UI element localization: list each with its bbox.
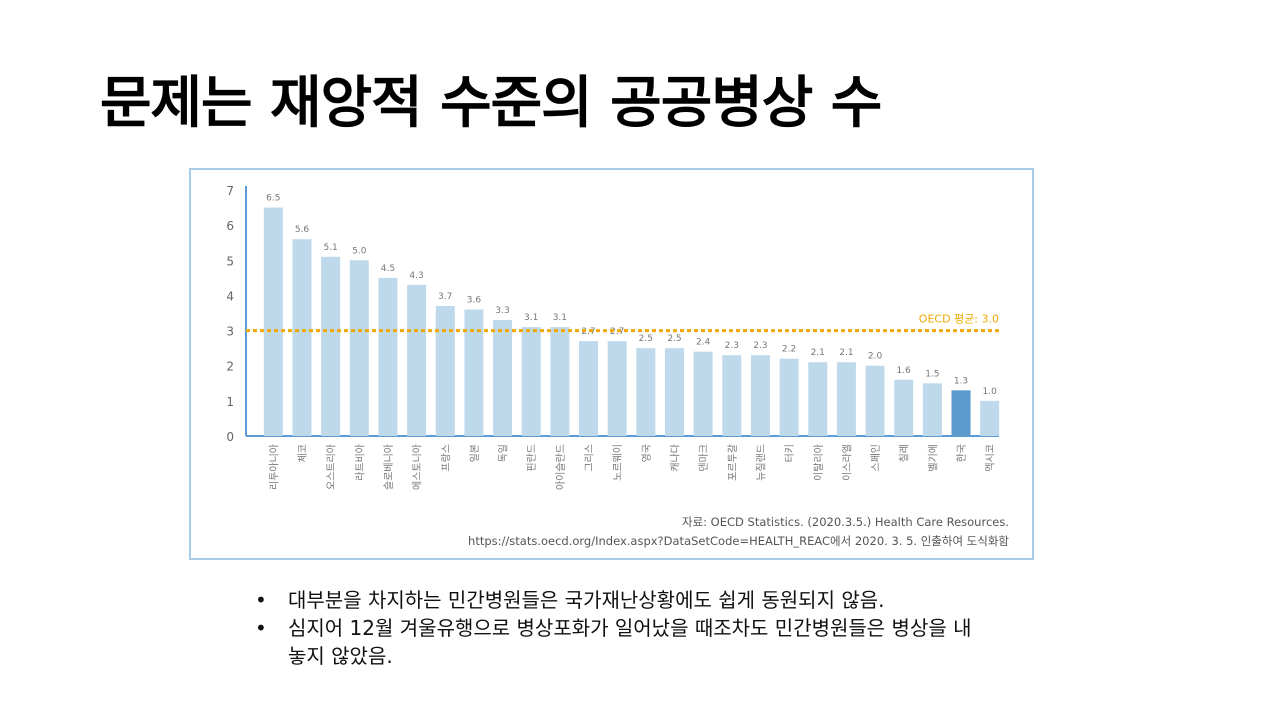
y-tick-label: 3	[226, 325, 234, 339]
bar	[435, 305, 455, 436]
x-tick-label: 리투아니아	[268, 444, 280, 490]
y-tick-label: 4	[226, 289, 234, 303]
data-label: 2.7	[610, 327, 624, 337]
data-label: 5.1	[323, 243, 337, 253]
x-tick-label: 라트비아	[354, 444, 366, 481]
data-label: 1.0	[983, 387, 998, 397]
data-label: 2.0	[868, 352, 883, 362]
bar	[579, 341, 599, 436]
x-tick-label: 터키	[784, 444, 796, 462]
slide-title: 문제는 재앙적 수준의 공공병상 수	[100, 71, 882, 136]
x-tick-label: 스페인	[870, 444, 882, 472]
bar	[607, 341, 627, 436]
x-tick-label: 오스트리아	[326, 444, 338, 490]
bar	[664, 348, 684, 436]
bullet-marker: •	[255, 588, 267, 612]
data-label: 1.6	[897, 366, 912, 376]
data-label: 2.3	[753, 341, 767, 351]
bar	[779, 358, 799, 436]
bullet-marker: •	[255, 616, 267, 640]
x-tick-label: 영국	[641, 444, 653, 462]
bar	[865, 365, 885, 436]
bar	[493, 320, 513, 436]
bar	[922, 383, 942, 436]
x-tick-label: 포르투갈	[726, 444, 739, 481]
bar-chart: 0 1 2 3 4 5 6 7 6.5 리투아니아 5.6 체코 5.1 오스트리아 5.0 라트비아 4.5 슬…	[226, 184, 1009, 548]
x-tick-label: 슬로베니아	[383, 444, 395, 490]
bar	[750, 355, 770, 436]
bullet-list: • 대부분을 차지하는 민간병원들은 국가재난상황에도 쉽게 동원되지 않음. …	[255, 586, 975, 670]
x-tick-label: 한국	[956, 444, 968, 462]
data-label: 3.3	[495, 306, 509, 316]
bullet-item: • 대부분을 차지하는 민간병원들은 국가재난상황에도 쉽게 동원되지 않음.	[255, 586, 975, 614]
data-label: 2.7	[581, 327, 595, 337]
data-label: 2.3	[725, 341, 739, 351]
bar	[550, 327, 570, 436]
x-tick-label: 이스라엘	[840, 444, 853, 481]
oecd-average-label: OECD 평균: 3.0	[919, 313, 999, 326]
data-label: 3.1	[524, 313, 538, 323]
bar	[349, 260, 369, 436]
bar	[263, 207, 283, 436]
bar	[636, 348, 656, 436]
bar	[951, 390, 971, 436]
x-tick-label: 덴마크	[698, 444, 710, 472]
bar	[521, 327, 541, 436]
data-label: 4.5	[381, 264, 395, 274]
bar	[292, 239, 312, 436]
data-label: 5.6	[295, 225, 310, 235]
y-tick-label: 7	[226, 184, 234, 198]
x-tick-label: 프랑스	[440, 444, 452, 472]
data-label: 2.1	[811, 348, 825, 358]
x-tick-label: 체코	[297, 444, 309, 462]
chart-frame: 0 1 2 3 4 5 6 7 6.5 리투아니아 5.6 체코 5.1 오스트리아 5.0 라트비아 4.5 슬…	[189, 168, 1034, 560]
x-tick-label: 아이슬란드	[555, 444, 567, 490]
source-note: https://stats.oecd.org/Index.aspx?DataSe…	[468, 534, 1009, 548]
bullet-text: 대부분을 차지하는 민간병원들은 국가재난상황에도 쉽게 동원되지 않음.	[288, 588, 885, 612]
y-tick-label: 0	[226, 430, 234, 444]
data-label: 2.4	[696, 338, 711, 348]
x-tick-label: 이탈리아	[812, 444, 825, 481]
x-tick-label: 칠레	[899, 444, 911, 462]
x-tick-label: 핀란드	[526, 444, 538, 472]
x-tick-label: 뉴질랜드	[755, 444, 767, 481]
x-tick-label: 그리스	[584, 444, 596, 472]
bullet-text: 심지어 12월 겨울유행으로 병상포화가 일어났을 때조차도 민간병원들은 병상…	[288, 616, 972, 668]
data-label: 3.1	[553, 313, 567, 323]
x-tick-label: 노르웨이	[612, 444, 624, 481]
data-label: 3.6	[467, 295, 482, 305]
y-tick-label: 1	[226, 395, 234, 409]
bar	[894, 379, 914, 436]
x-tick-label: 독일	[498, 444, 510, 462]
bar	[980, 400, 1000, 436]
bar	[693, 351, 713, 436]
data-label: 2.5	[639, 334, 653, 344]
data-label: 2.5	[667, 334, 681, 344]
x-tick-label: 일본	[469, 444, 481, 462]
bullet-item: • 심지어 12월 겨울유행으로 병상포화가 일어났을 때조차도 민간병원들은 …	[255, 614, 975, 670]
bar	[407, 284, 427, 436]
data-label: 2.1	[839, 348, 853, 358]
data-label: 3.7	[438, 292, 452, 302]
x-tick-label: 멕시코	[985, 444, 997, 472]
data-label: 2.2	[782, 345, 796, 355]
bar	[464, 309, 484, 436]
data-label: 6.5	[266, 194, 280, 204]
data-label: 1.3	[954, 376, 968, 386]
bar	[321, 256, 341, 436]
x-tick-label: 캐나다	[669, 444, 681, 472]
data-label: 4.3	[409, 271, 423, 281]
bar	[378, 277, 398, 436]
y-tick-label: 2	[226, 360, 234, 374]
y-tick-label: 6	[226, 219, 234, 233]
x-tick-label: 벨기에	[927, 444, 939, 472]
y-tick-label: 5	[226, 254, 234, 268]
x-tick-label: 에스토니아	[412, 444, 424, 490]
bar	[836, 362, 856, 436]
data-label: 1.5	[925, 369, 939, 379]
data-label: 5.0	[352, 246, 367, 256]
bar	[722, 355, 742, 436]
bar	[808, 362, 828, 436]
source-note: 자료: OECD Statistics. (2020.3.5.) Health …	[682, 515, 1009, 529]
